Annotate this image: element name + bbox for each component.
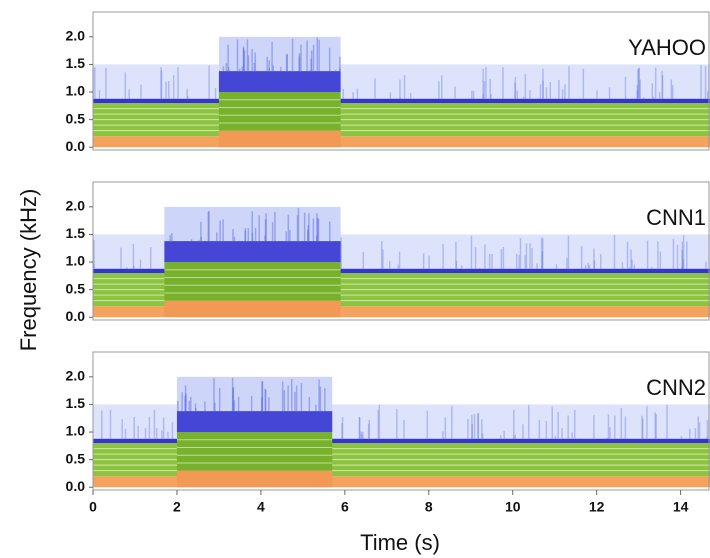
band [218, 92, 341, 131]
y-tick-label: 2.0 [66, 198, 86, 214]
y-tick-label: 1.5 [66, 395, 86, 411]
panel-label: CNN1 [646, 205, 706, 230]
panel-label: YAHOO [628, 35, 706, 60]
x-tick-label: 8 [425, 499, 433, 515]
band [218, 36, 341, 72]
band [218, 71, 341, 93]
x-tick-label: 10 [505, 499, 521, 515]
y-tick-label: 0.5 [66, 110, 86, 126]
y-tick-label: 2.0 [66, 368, 86, 384]
y-tick-label: 0.0 [66, 308, 86, 324]
y-tick-label: 0.5 [66, 280, 86, 296]
band [164, 300, 341, 318]
active-segment [176, 376, 333, 488]
panel [92, 36, 710, 148]
band [176, 432, 333, 471]
band [93, 136, 710, 148]
band [176, 470, 333, 488]
band [93, 306, 710, 318]
panel-label: CNN2 [646, 375, 706, 400]
panel-frame [92, 181, 710, 321]
y-tick-label: 1.5 [66, 55, 86, 71]
band [176, 411, 333, 433]
band [93, 98, 710, 104]
band [93, 476, 710, 488]
band [164, 241, 341, 263]
panel-frame [92, 351, 710, 491]
y-axis-label: Frequency (kHz) [16, 189, 41, 352]
y-tick-label: 2.0 [66, 28, 86, 44]
band [176, 376, 333, 412]
x-tick-label: 12 [589, 499, 605, 515]
band [218, 130, 341, 148]
x-tick-label: 4 [257, 499, 265, 515]
panel [93, 206, 710, 318]
band [164, 262, 341, 301]
x-tick-label: 0 [89, 499, 97, 515]
active-segment [218, 36, 341, 148]
y-tick-label: 0.0 [66, 138, 86, 154]
active-segment [164, 206, 341, 318]
band [93, 268, 710, 274]
panel [93, 376, 710, 488]
x-tick-label: 6 [341, 499, 349, 515]
y-tick-label: 1.0 [66, 253, 86, 269]
y-tick-label: 1.0 [66, 83, 86, 99]
y-tick-label: 0.0 [66, 478, 86, 494]
x-tick-label: 14 [673, 499, 689, 515]
y-tick-label: 1.0 [66, 423, 86, 439]
x-axis-label: Time (s) [360, 530, 440, 555]
y-tick-label: 0.5 [66, 450, 86, 466]
panel-frame [92, 11, 710, 151]
y-tick-label: 1.5 [66, 225, 86, 241]
x-tick-label: 2 [173, 499, 181, 515]
band [93, 64, 710, 99]
band [164, 206, 341, 242]
band [93, 438, 710, 444]
